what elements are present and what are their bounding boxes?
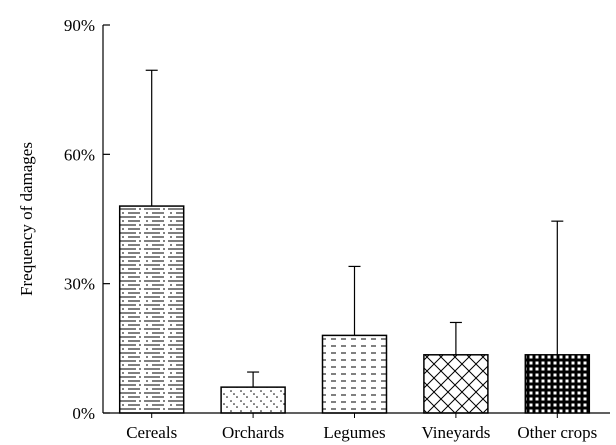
y-tick-label: 0% [72, 404, 95, 423]
bar-legumes [321, 334, 388, 414]
x-tick-label: Vineyards [421, 423, 490, 442]
bars [118, 69, 591, 414]
bar-other-crops [524, 354, 591, 414]
y-axis-title: Frequency of damages [17, 142, 36, 296]
x-tick-label: Other crops [517, 423, 597, 442]
y-tick-label: 30% [64, 275, 95, 294]
bar-cereals [118, 205, 185, 414]
y-tick-label: 60% [64, 145, 95, 164]
x-tick-label: Cereals [126, 423, 177, 442]
y-tick-label: 90% [64, 16, 95, 35]
labels: 0% 30% 60% 90% Frequency of damages Cereals Or… [17, 16, 597, 442]
bar-orchards [220, 386, 286, 414]
x-tick-label: Orchards [222, 423, 284, 442]
x-tick-label: Legumes [323, 423, 385, 442]
bar-vineyards [423, 354, 489, 414]
